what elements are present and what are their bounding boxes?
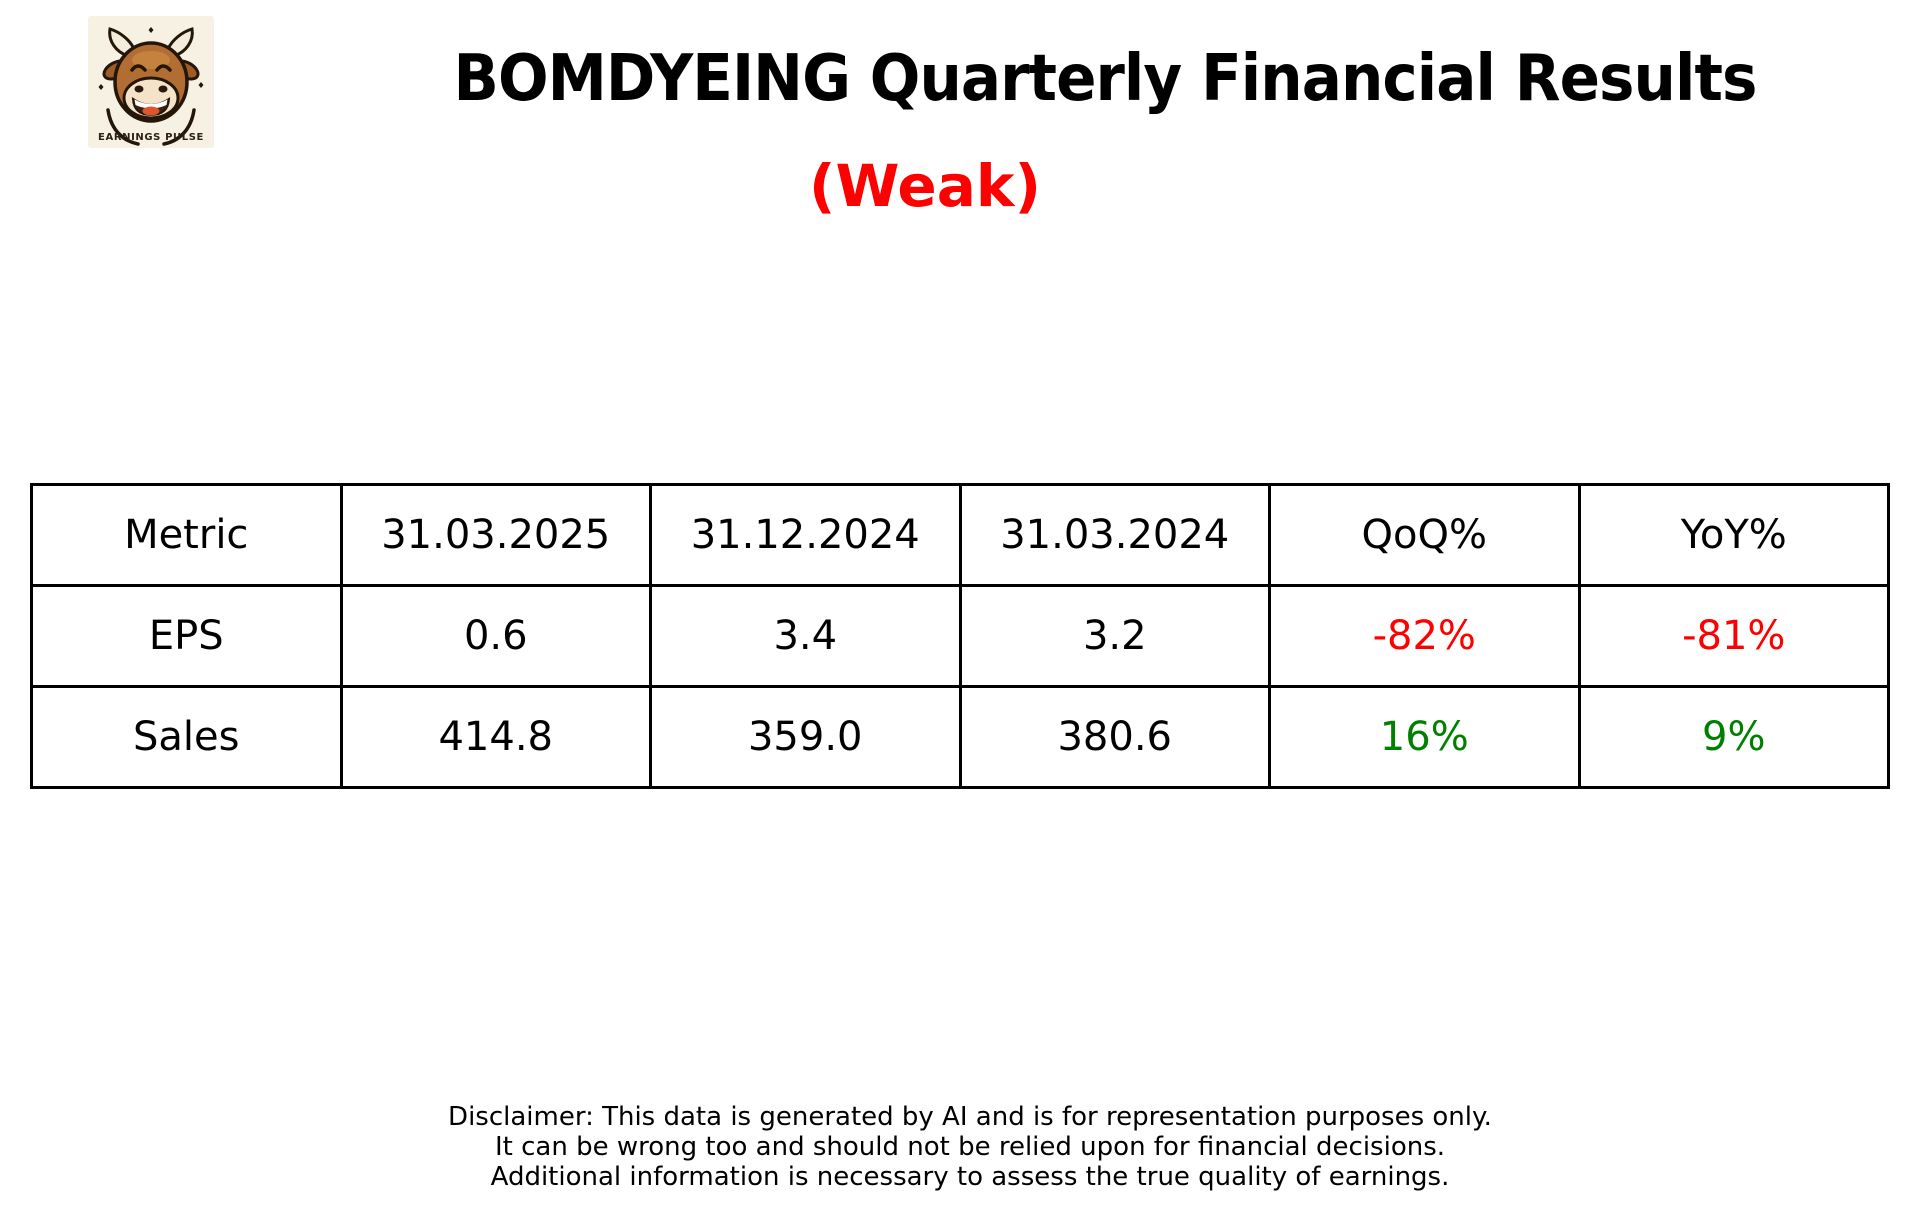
results-table: Metric 31.03.2025 31.12.2024 31.03.2024 … — [30, 483, 1890, 789]
column-header-q-previous: 31.12.2024 — [649, 483, 962, 587]
value-cell: 359.0 — [649, 685, 962, 789]
laughing-bull-icon — [88, 16, 214, 148]
disclaimer-line-2: It can be wrong too and should not be re… — [494, 1132, 1446, 1162]
metric-cell: Sales — [30, 685, 343, 789]
earnings-pulse-logo: EARNINGS PULSE — [88, 16, 214, 148]
disclaimer-line-1: Disclaimer: This data is generated by AI… — [448, 1102, 1492, 1132]
disclaimer: Disclaimer: This data is generated by AI… — [448, 1102, 1492, 1192]
column-header-yoy: YoY% — [1577, 483, 1890, 587]
value-cell: 3.4 — [649, 584, 962, 688]
value-cell: 3.2 — [958, 584, 1271, 688]
table-header-row: Metric 31.03.2025 31.12.2024 31.03.2024 … — [30, 483, 1890, 587]
metric-cell: EPS — [30, 584, 343, 688]
column-header-q-yearago: 31.03.2024 — [958, 483, 1271, 587]
page-title: BOMDYEING Quarterly Financial Results — [453, 42, 1758, 116]
yoy-change-cell: -81% — [1577, 584, 1890, 688]
brand-label: EARNINGS PULSE — [98, 132, 204, 143]
verdict-label: (Weak) — [809, 152, 1041, 220]
disclaimer-line-3: Additional information is necessary to a… — [490, 1162, 1450, 1192]
column-header-q-current: 31.03.2025 — [339, 483, 652, 587]
value-cell: 380.6 — [958, 685, 1271, 789]
qoq-change-cell: 16% — [1268, 685, 1581, 789]
column-header-qoq: QoQ% — [1268, 483, 1581, 587]
value-cell: 0.6 — [339, 584, 652, 688]
table-row-eps: EPS 0.6 3.4 3.2 -82% -81% — [30, 584, 1890, 688]
table-row-sales: Sales 414.8 359.0 380.6 16% 9% — [30, 685, 1890, 789]
column-header-metric: Metric — [30, 483, 343, 587]
value-cell: 414.8 — [339, 685, 652, 789]
qoq-change-cell: -82% — [1268, 584, 1581, 688]
yoy-change-cell: 9% — [1577, 685, 1890, 789]
